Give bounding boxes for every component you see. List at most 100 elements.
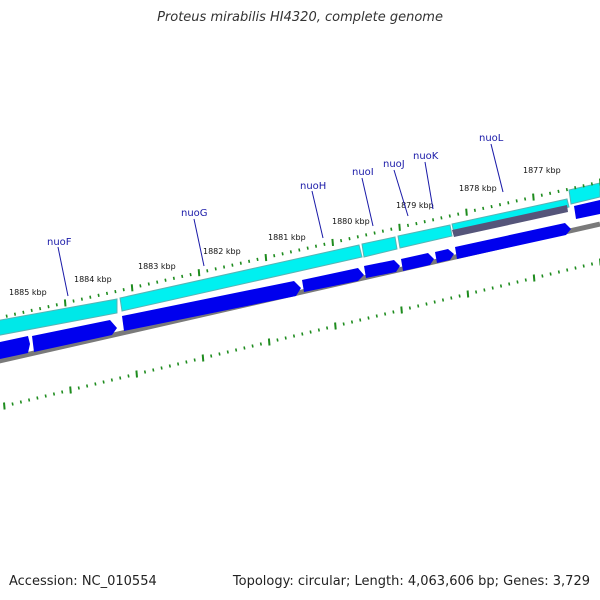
minor-tick	[507, 201, 510, 205]
gene-label-nuoG[interactable]: nuoG	[181, 208, 208, 219]
gene-label-nuoH[interactable]: nuoH	[300, 181, 326, 192]
minor-tick	[105, 291, 109, 296]
minor-tick	[239, 261, 242, 265]
gene-label-nuoL[interactable]: nuoL	[479, 133, 504, 144]
minor-tick	[392, 310, 395, 314]
scale-label: 1881 kbp	[268, 233, 306, 242]
major-tick	[135, 370, 138, 378]
minor-tick	[491, 286, 494, 290]
minor-tick	[298, 248, 301, 252]
minor-tick	[475, 290, 478, 294]
minor-tick	[348, 237, 351, 241]
minor-tick	[473, 208, 476, 212]
cds-reverse-arrow[interactable]	[455, 223, 571, 259]
minor-tick	[375, 314, 378, 318]
minor-tick	[565, 187, 568, 192]
cds-reverse-arrow[interactable]	[401, 253, 434, 271]
minor-tick	[97, 293, 100, 297]
gene-labels	[57, 143, 504, 297]
minor-tick	[408, 306, 411, 310]
minor-tick	[516, 280, 519, 284]
major-tick	[532, 274, 536, 282]
major-tick	[69, 386, 72, 394]
cds-reverse-arrow[interactable]	[574, 200, 600, 219]
cds-reverse-arrow[interactable]	[122, 281, 301, 331]
major-tick	[331, 238, 334, 246]
minor-tick	[122, 288, 125, 292]
gene-label-nuoF[interactable]: nuoF	[47, 237, 72, 248]
map-title: Proteus mirabilis HI4320, complete genom…	[157, 10, 443, 25]
minor-tick	[80, 297, 83, 301]
minor-tick	[441, 298, 445, 302]
minor-tick	[524, 197, 527, 201]
minor-tick	[89, 295, 92, 299]
major-tick	[334, 322, 337, 330]
gene-label-nuoI[interactable]: nuoI	[352, 167, 374, 178]
minor-tick	[365, 233, 368, 237]
minor-tick	[457, 212, 460, 216]
minor-tick	[30, 308, 33, 313]
cds-forward[interactable]	[0, 298, 118, 336]
minor-tick	[251, 344, 254, 348]
minor-tick	[223, 265, 226, 269]
minor-tick	[284, 336, 287, 340]
cds-reverse-arrow[interactable]	[435, 249, 454, 263]
highlighted-segment	[452, 205, 568, 237]
gene-leader-line	[393, 169, 409, 217]
minor-tick	[549, 191, 552, 195]
cds-forward[interactable]	[568, 182, 600, 205]
minor-tick	[5, 314, 8, 318]
cds-forward[interactable]	[361, 236, 398, 258]
major-tick	[466, 290, 470, 298]
minor-tick	[276, 338, 279, 342]
minor-tick	[28, 398, 31, 402]
gene-label-nuoK[interactable]: nuoK	[413, 151, 439, 162]
scale-ticks-outer	[5, 178, 600, 318]
minor-tick	[292, 334, 296, 338]
minor-tick	[189, 272, 192, 277]
minor-tick	[458, 294, 461, 298]
minor-tick	[86, 384, 89, 388]
minor-tick	[557, 189, 560, 194]
minor-tick	[417, 304, 420, 308]
minor-tick	[574, 266, 577, 270]
minor-tick	[540, 193, 543, 197]
gene-leader-line	[311, 190, 324, 239]
scale-label: 1882 kbp	[203, 247, 241, 256]
minor-tick	[72, 299, 75, 303]
minor-tick	[448, 214, 451, 218]
cds-reverse-arrow[interactable]	[302, 268, 364, 292]
cds-forward[interactable]	[397, 224, 453, 249]
scale-label: 1885 kbp	[9, 288, 47, 297]
major-tick	[532, 193, 535, 201]
minor-tick	[172, 276, 175, 280]
scale-label: 1877 kbp	[523, 166, 561, 175]
forward-cds-track	[0, 182, 600, 336]
minor-tick	[110, 378, 113, 382]
major-tick	[400, 306, 403, 314]
cds-reverse-arrow[interactable]	[364, 260, 400, 278]
minor-tick	[181, 274, 184, 279]
cds-forward[interactable]	[119, 244, 363, 312]
scale-label: 1884 kbp	[74, 275, 112, 284]
minor-tick	[218, 352, 221, 356]
minor-tick	[433, 300, 436, 304]
cds-reverse-arrow[interactable]	[32, 320, 117, 352]
minor-tick	[415, 221, 418, 226]
minor-tick	[143, 370, 147, 374]
minor-tick	[177, 362, 180, 366]
gene-label-nuoJ[interactable]: nuoJ	[383, 159, 405, 170]
minor-tick	[515, 199, 518, 203]
minor-tick	[432, 218, 435, 222]
minor-tick	[440, 216, 443, 220]
minor-tick	[243, 346, 246, 350]
minor-tick	[450, 296, 453, 300]
minor-tick	[306, 246, 309, 250]
minor-tick	[231, 263, 234, 267]
minor-tick	[36, 396, 39, 400]
minor-tick	[210, 354, 213, 358]
major-tick	[197, 269, 201, 277]
minor-tick	[356, 235, 359, 239]
cds-reverse-arrow[interactable]	[0, 336, 30, 360]
